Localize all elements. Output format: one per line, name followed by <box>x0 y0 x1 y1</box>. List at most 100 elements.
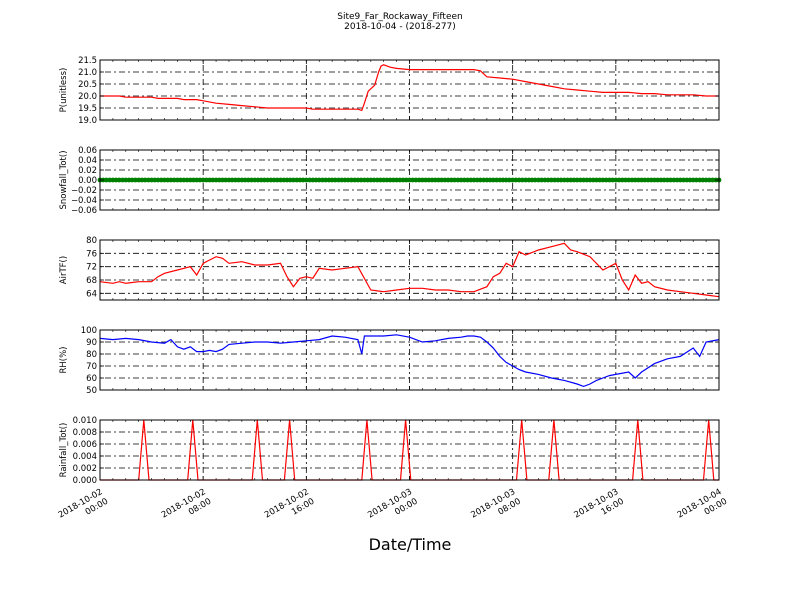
data-point <box>210 177 216 183</box>
y-tick-label: 50 <box>86 386 97 396</box>
data-point <box>291 177 296 183</box>
y-tick-label: 64 <box>86 289 97 299</box>
data-point <box>397 177 403 183</box>
chart-title-line1: Site9_Far_Rockaway_Fifteen <box>337 12 463 22</box>
data-point <box>465 177 470 183</box>
data-point <box>626 177 632 183</box>
y-axis-label: RH(%) <box>59 346 69 373</box>
data-point <box>439 177 445 183</box>
y-axis: 64 68 72 76 80 <box>86 236 720 300</box>
data-point <box>642 177 648 183</box>
y-tick-label: 19.0 <box>78 116 97 126</box>
y-tick-label: 19.5 <box>78 104 97 114</box>
data-point <box>249 177 254 183</box>
series-3 <box>99 242 720 298</box>
y-axis: 0.000 0.002 0.004 0.006 0.008 0.010 <box>73 416 720 486</box>
y-axis-label: AirTF() <box>59 256 69 284</box>
data-point <box>316 177 322 183</box>
y-tick-label: 68 <box>86 276 97 286</box>
panel-4: 50 60 70 80 90 100 RH(%) <box>59 326 720 396</box>
data-point <box>303 177 309 183</box>
data-point <box>655 177 661 183</box>
data-point <box>668 177 673 183</box>
series-line <box>100 64 719 112</box>
panel-5: 0.000 0.002 0.004 0.006 0.008 0.010 Rainfall_T… <box>59 416 720 486</box>
data-point <box>223 177 229 183</box>
data-point <box>532 177 538 183</box>
y-tick-label: −0.02 <box>71 186 97 196</box>
series-line <box>99 334 720 388</box>
panel-grid <box>100 330 719 390</box>
y-tick-label: 80 <box>86 236 97 246</box>
panel-2: −0.06−0.04−0.020.000.020.040.06Snowfall_… <box>59 146 722 216</box>
y-tick-label: 90 <box>86 338 97 348</box>
data-point <box>681 177 686 183</box>
data-point <box>706 177 712 183</box>
y-tick-label: 20.5 <box>78 80 97 90</box>
data-point <box>332 177 338 183</box>
data-point <box>519 177 525 183</box>
y-axis-label: Snowfall_Tot() <box>59 150 69 209</box>
data-point <box>142 177 148 183</box>
y-tick-label: 72 <box>86 263 97 273</box>
y-tick-label: 0.004 <box>73 452 97 462</box>
data-point <box>104 177 109 183</box>
series-1 <box>100 64 719 112</box>
y-tick-label: 100 <box>81 326 97 336</box>
data-point <box>197 177 203 183</box>
panel-3: 64 68 72 76 80 AirTF() <box>59 236 720 301</box>
y-tick-label: 21.5 <box>78 56 97 66</box>
panel-grid <box>100 240 719 300</box>
data-point <box>236 177 242 183</box>
y-tick-label: 0.04 <box>78 156 97 166</box>
data-point <box>384 177 390 183</box>
y-tick-label: 0.002 <box>73 464 97 474</box>
chart-title-line2: 2018-10-04 - (2018-277) <box>344 22 456 32</box>
y-tick-label: −0.06 <box>71 206 97 216</box>
data-point <box>371 177 377 183</box>
y-tick-label: 0.008 <box>73 428 97 438</box>
series-line <box>99 242 720 298</box>
data-point <box>265 177 270 183</box>
y-tick-label: 0.02 <box>78 166 97 176</box>
panel-grid <box>100 60 719 120</box>
data-point <box>600 177 606 183</box>
y-tick-label: −0.04 <box>71 196 97 206</box>
y-axis: 50 60 70 80 90 100 <box>81 326 720 396</box>
data-point <box>426 177 432 183</box>
panels: 19.0 19.5 20.0 20.5 21.0 21.5 P(unitless) −0.06… <box>59 56 722 486</box>
data-point <box>574 177 580 183</box>
data-point <box>452 177 457 183</box>
data-point <box>545 177 551 183</box>
data-point <box>168 177 174 183</box>
y-tick-label: 0.010 <box>73 416 97 426</box>
data-point <box>587 177 593 183</box>
data-point <box>494 177 499 183</box>
y-tick-label: 70 <box>86 362 97 372</box>
y-tick-label: 0.000 <box>73 476 97 486</box>
data-point <box>358 177 364 183</box>
data-point <box>155 177 161 183</box>
data-point <box>558 177 564 183</box>
data-point <box>694 177 699 183</box>
panel-1: 19.0 19.5 20.0 20.5 21.0 21.5 P(unitless) <box>59 56 720 126</box>
data-point <box>278 177 283 183</box>
y-axis-label: Rainfall_Tot() <box>59 423 69 478</box>
y-axis: 19.0 19.5 20.0 20.5 21.0 21.5 <box>78 56 720 126</box>
data-point <box>129 177 135 183</box>
data-point <box>184 177 190 183</box>
data-point <box>413 177 419 183</box>
data-point <box>345 177 351 183</box>
data-point <box>507 177 512 183</box>
y-axis-label: P(unitless) <box>59 68 69 113</box>
y-tick-label: 60 <box>86 374 97 384</box>
